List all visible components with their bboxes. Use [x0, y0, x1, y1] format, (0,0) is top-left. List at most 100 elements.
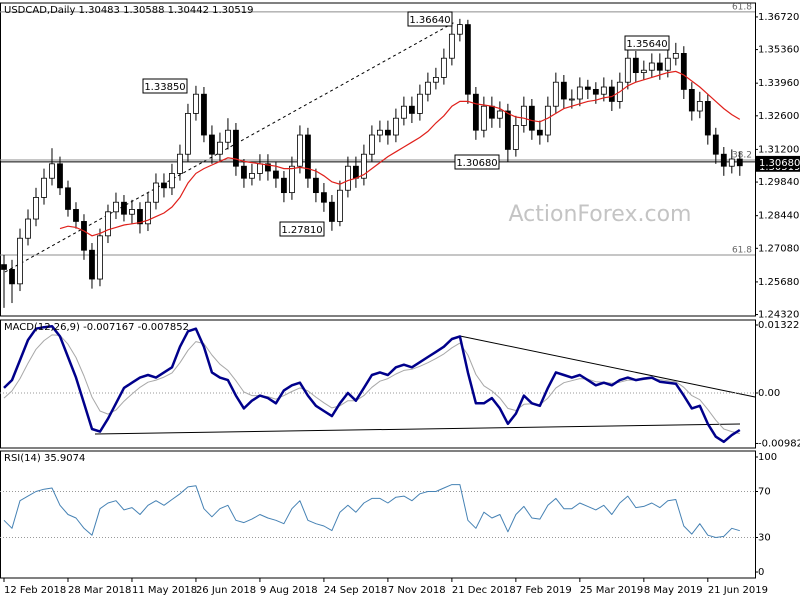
y-tick-label: -0.00982: [758, 438, 800, 449]
candle-body: [9, 269, 15, 285]
price-label: 1.33850: [144, 82, 185, 93]
y-tick-label: 1.27080: [758, 243, 799, 254]
candle-body: [249, 173, 255, 179]
candle-body: [496, 110, 503, 119]
price-label-box: [624, 35, 670, 51]
candle-body: [161, 182, 167, 189]
x-tick-label: 26 Jun 2018: [196, 585, 256, 596]
y-tick-label: 1.24320: [758, 310, 799, 321]
candle-body: [89, 249, 95, 280]
price-label-box: [279, 221, 325, 237]
price-label-box: [407, 11, 453, 27]
y-tick-label: 1.31200: [758, 144, 799, 155]
panel-frame: [0, 319, 756, 449]
candle-body: [321, 192, 327, 203]
candle-body: [273, 170, 279, 179]
candle-body: [129, 209, 135, 215]
x-tick-label: 8 May 2019: [644, 585, 703, 596]
macd-trend-line: [459, 335, 756, 398]
candle-body: [384, 129, 391, 136]
x-tick-label: 28 Mar 2018: [68, 585, 131, 596]
candle-body: [504, 110, 511, 150]
x-tick-label: 25 Mar 2019: [580, 585, 643, 596]
candle-body: [376, 129, 383, 136]
x-tick-label: 11 May 2018: [132, 585, 197, 596]
candle-body: [568, 98, 575, 101]
candle-body: [640, 69, 647, 74]
candle-body: [536, 129, 543, 136]
candle-body: [65, 187, 71, 210]
candle-body: [49, 163, 55, 179]
price-label-box: [454, 154, 500, 170]
y-tick-label: 1.28440: [758, 211, 799, 222]
candle-body: [392, 117, 399, 136]
candle-body: [520, 105, 527, 126]
y-tick-label: 100: [758, 452, 777, 463]
candle-body: [664, 57, 671, 71]
candle-body: [448, 33, 455, 59]
candle-body: [257, 163, 263, 174]
candle-body: [704, 101, 711, 136]
candle-body: [281, 177, 287, 194]
candle-body: [432, 77, 439, 83]
y-tick-label: 0.00: [758, 388, 780, 399]
candle-body: [105, 211, 111, 237]
candle-body: [81, 221, 87, 251]
candle-body: [576, 86, 583, 100]
x-tick-label: 21 Dec 2018: [452, 585, 516, 596]
candle-body: [41, 177, 47, 198]
candle-body: [512, 125, 519, 150]
candle-body: [672, 53, 679, 59]
candle-body: [488, 105, 495, 119]
y-tick-label: 1.33960: [758, 78, 799, 89]
y-tick-label: 1.25680: [758, 277, 799, 288]
candle-body: [169, 173, 175, 189]
x-tick-label: 7 Nov 2018: [388, 585, 446, 596]
moving-average: [59, 70, 741, 237]
candle-body: [369, 134, 375, 155]
candle-body: [225, 129, 231, 143]
candle-body: [728, 158, 735, 167]
x-tick-label: 7 Feb 2019: [516, 585, 572, 596]
candle-body: [241, 165, 247, 179]
candle-body: [480, 105, 487, 131]
candle-body: [584, 86, 591, 90]
price-mark-label: 1.30680: [759, 158, 800, 169]
price-label: 1.35640: [626, 39, 667, 50]
candle-body: [712, 134, 719, 155]
y-tick-label: 1.35360: [758, 45, 799, 56]
candle-body: [456, 24, 463, 35]
candle-body: [424, 81, 431, 95]
candle-body: [656, 62, 663, 71]
candle-body: [361, 153, 367, 179]
candle-body: [600, 86, 607, 95]
candle-body: [289, 165, 295, 194]
candle-body: [209, 134, 215, 155]
y-tick-label: 1.29840: [758, 177, 799, 188]
candle-body: [608, 86, 615, 102]
y-tick-label: 30: [758, 533, 771, 544]
y-tick-label: 0.013229: [758, 320, 800, 331]
candle-body: [329, 201, 335, 222]
candle-body: [57, 163, 63, 189]
candle-body: [201, 93, 207, 136]
candle-body: [345, 165, 351, 191]
candle-body: [313, 177, 319, 194]
price-label: 1.27810: [281, 225, 322, 236]
y-tick-label: 1.32600: [758, 111, 799, 122]
trend-line: [4, 21, 456, 273]
indicator-line: [3, 484, 740, 538]
x-tick-label: 24 Sep 2018: [324, 585, 387, 596]
candle-body: [440, 57, 447, 78]
fib-label: 61.8: [732, 246, 752, 256]
candle-body: [121, 201, 127, 215]
panel-title: RSI(14) 35.9074: [4, 453, 85, 464]
candle-body: [177, 153, 183, 174]
candle-body: [408, 105, 415, 114]
candle-body: [73, 209, 79, 222]
price-label-box: [142, 78, 188, 94]
candle-body: [217, 141, 223, 155]
candle-body: [185, 113, 191, 155]
